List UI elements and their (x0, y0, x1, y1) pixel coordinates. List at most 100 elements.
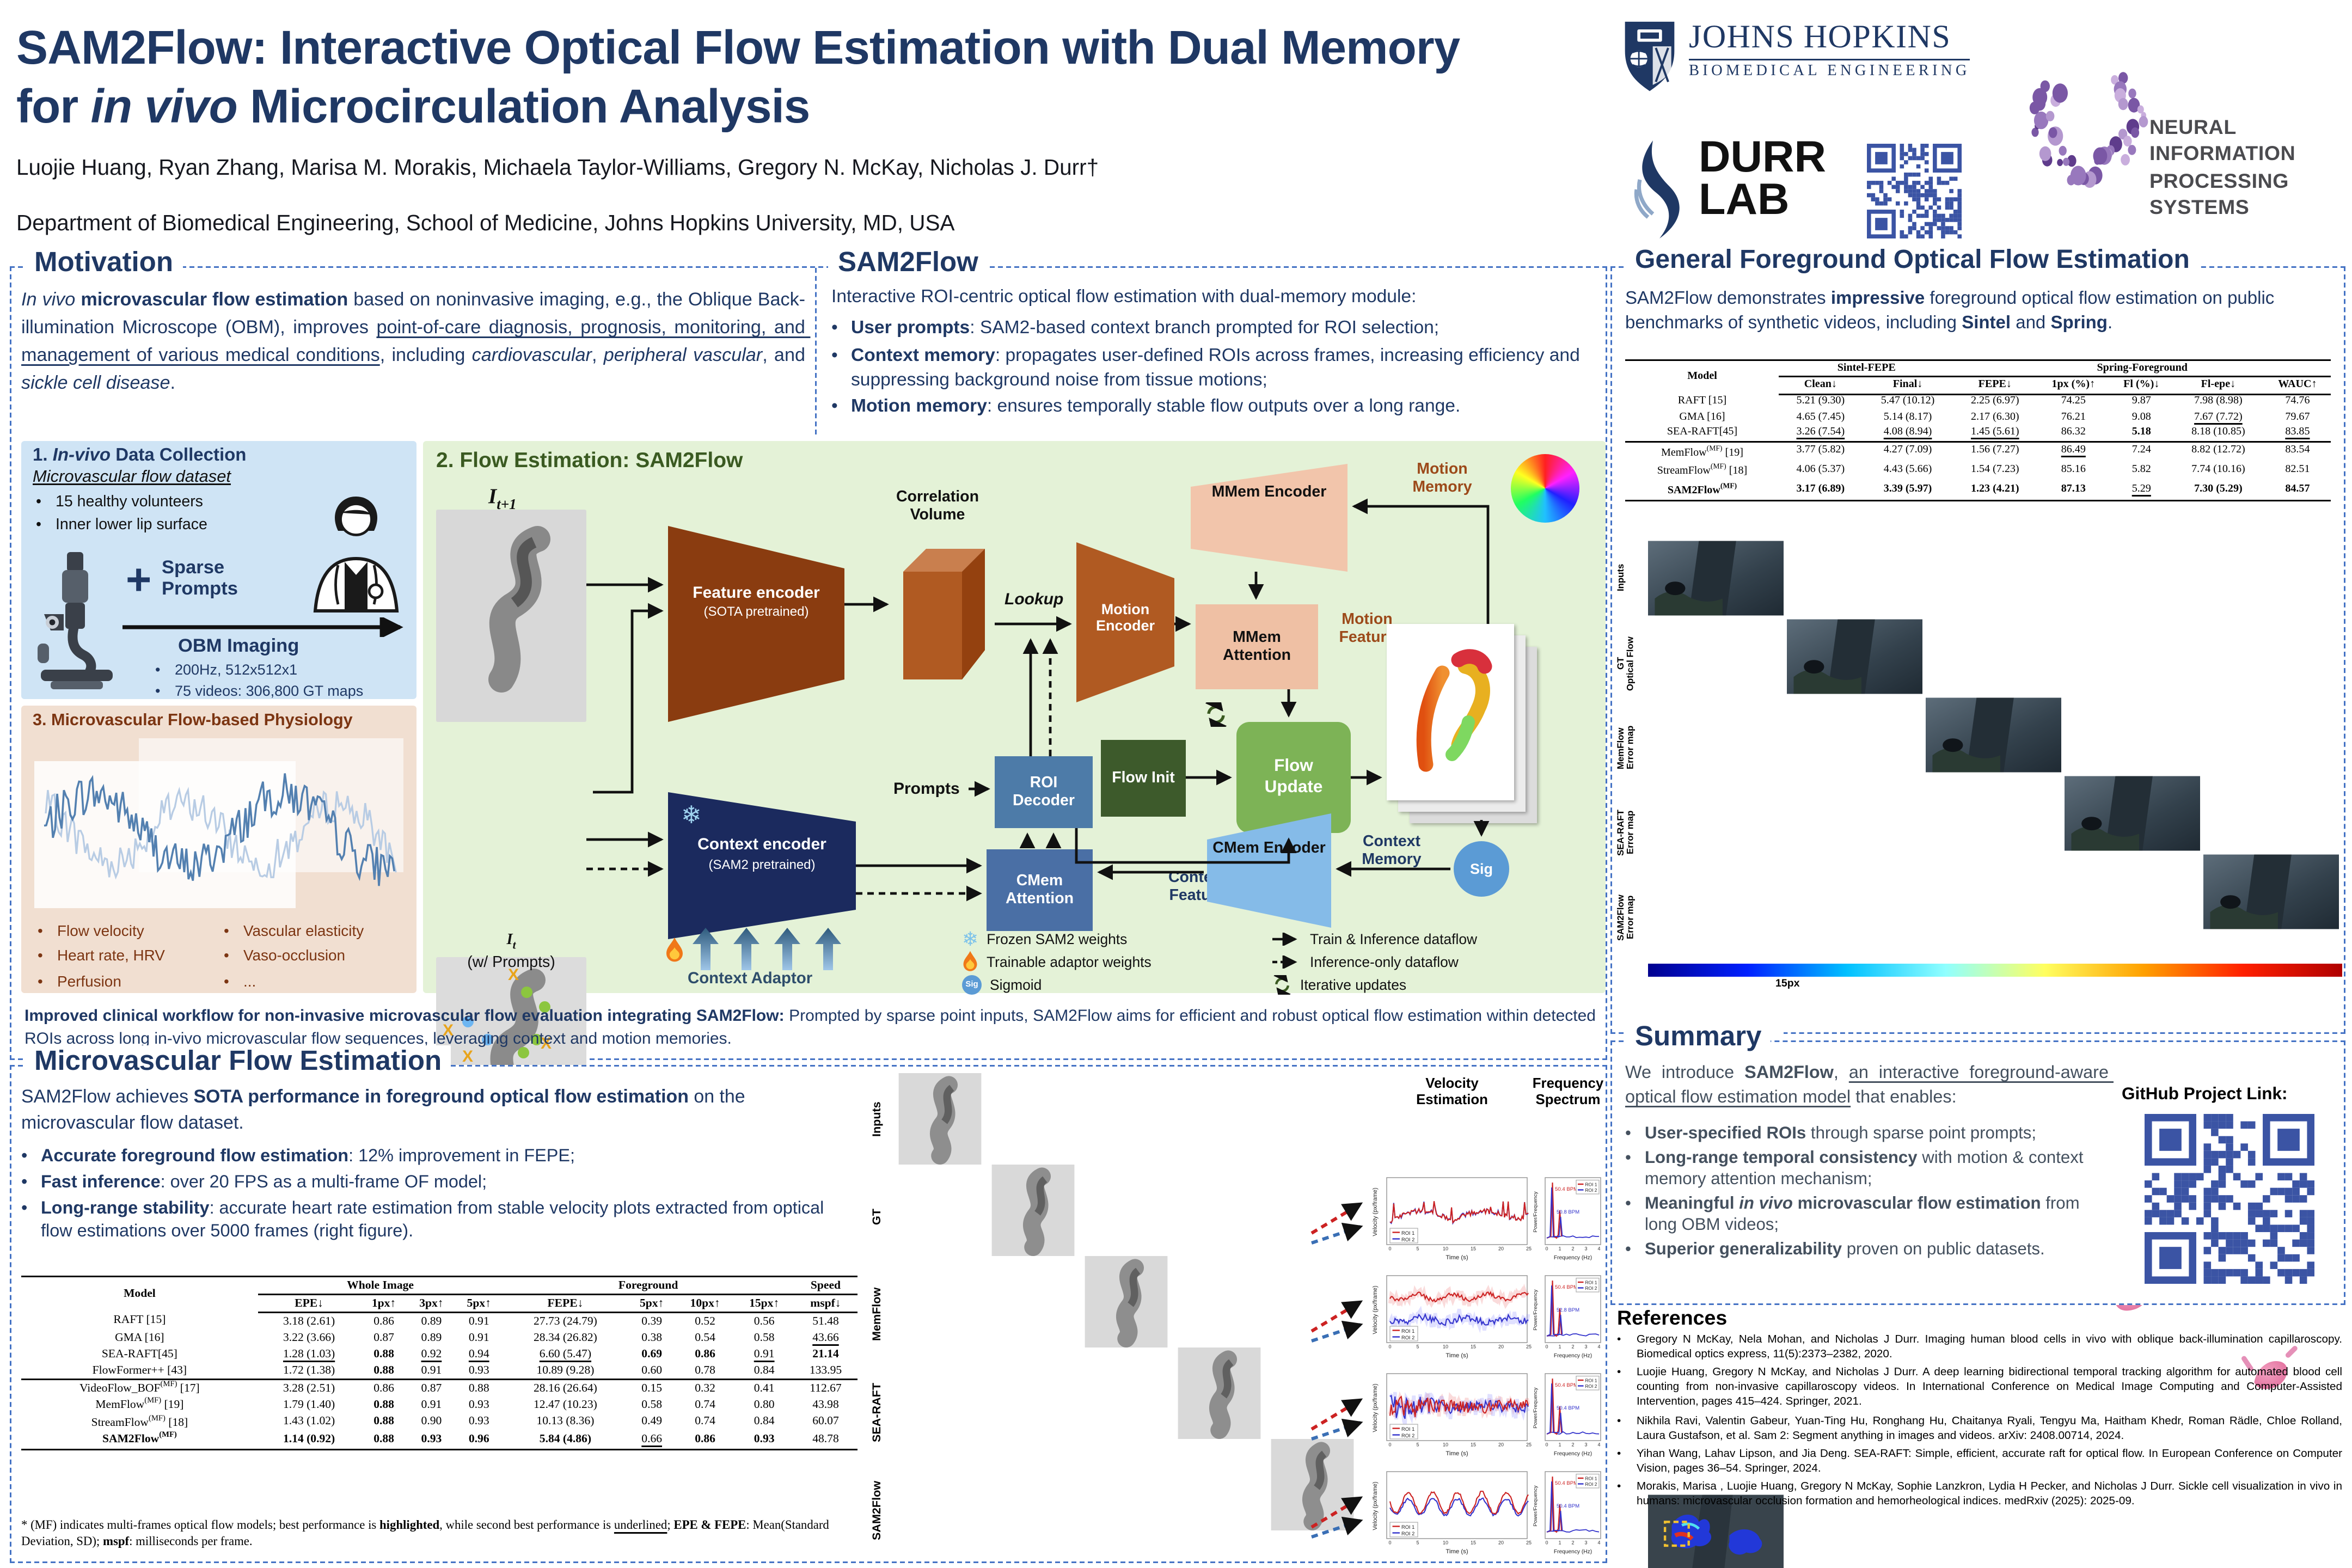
bullet-item: • Context memory: propagates user-defined… (831, 346, 1580, 390)
legend-label: Frozen SAM2 weights (987, 930, 1128, 947)
svg-text:ROI 2: ROI 2 (1585, 1187, 1597, 1193)
table-cell: 76.21 (2061, 411, 2086, 422)
reference-item: • Gregory N McKay, Nela Mohan, and Nichol… (1617, 1334, 2342, 1361)
svg-text:3: 3 (1584, 1442, 1587, 1448)
table-cell: 86.49 (2036, 440, 2111, 462)
table-cell: 60.07 (812, 1415, 839, 1429)
table-group-header: Speed (793, 1276, 857, 1295)
context-encoder-shape (668, 792, 856, 939)
table-cell: 5.84 (4.86) (503, 1431, 628, 1450)
physiology-bullet: • Vaso-occlusion (224, 948, 346, 965)
table-row: SEA-RAFT[45] 3.26 (7.54) 4.08 (8.94) 1.45 (… (1625, 426, 2331, 442)
svg-text:Frequency (Hz): Frequency (Hz) (1554, 1549, 1592, 1555)
panel3-heading: 3. Microvascular Flow-based Physiology (33, 712, 353, 730)
table-cell: 9.87 (2132, 395, 2151, 407)
table-cell: 0.52 (695, 1314, 715, 1327)
pipeline-caption: Improved clinical workflow for non-invas… (24, 1008, 1601, 1048)
general-paragraph: SAM2Flow demonstrates impressive foregro… (1625, 289, 2280, 334)
table-cell: 0.88 (373, 1346, 394, 1360)
table-cell: 0.89 (421, 1314, 442, 1327)
github-link-label: GitHub Project Link: (2122, 1085, 2288, 1104)
sam2flow-intro: Interactive ROI-centric optical flow est… (831, 287, 1417, 307)
svg-text:50.4 BPM: 50.4 BPM (1555, 1382, 1578, 1388)
gt-flow-thumbnail (2203, 1330, 2339, 1408)
legend-label: Sigmoid (990, 976, 1042, 993)
table-row: GMA [16] 3.22 (3.66) 0.87 0.89 0.91 28.34 (26… (21, 1330, 857, 1346)
table-cell: 7.30 (5.29) (2172, 480, 2264, 501)
summary-bullets: • User-specified ROIs through sparse poin… (1625, 1124, 2112, 1264)
sigmoid-icon: Sig (962, 973, 982, 995)
svg-text:Power/Frequency: Power/Frequency (1533, 1289, 1539, 1330)
reference-item: • Luojie Huang, Gregory N McKay, and Nich… (1617, 1367, 2342, 1409)
motion-encoder-shape (1076, 542, 1174, 702)
table-cell: 5.47 (10.12) (1881, 395, 1935, 407)
cmem-encoder-label: CMem Encoder (1212, 840, 1326, 857)
table-cell: 0.86 (695, 1346, 715, 1360)
input-frame-thumbnail (1267, 1439, 1357, 1530)
svg-text:2: 2 (1571, 1246, 1574, 1252)
figure-row-label: SEA-RAFT (869, 1383, 884, 1443)
table-group-header: Spring-Foreground (1953, 359, 2331, 378)
model-name-cell: StreamFlow(MF) [18] (1657, 462, 1748, 477)
svg-text:15: 15 (1471, 1442, 1476, 1448)
table-cell: 1.54 (7.23) (1970, 464, 2019, 476)
flow-init-box: Flow Init (1101, 740, 1186, 817)
figure-row-label: Inputs (1617, 564, 1627, 592)
microscope-icon (38, 552, 113, 689)
table-cell: 0.87 (407, 1379, 456, 1398)
microvascular-results-table: Model Whole Image Foreground Speed EPE↓ 1px↑ 3… (21, 1276, 857, 1450)
figure-row-label: MemFlow (869, 1288, 884, 1342)
svg-text:0: 0 (1545, 1344, 1548, 1350)
table-cell: 87.13 (2036, 480, 2111, 501)
prompt-point-negative: X (541, 1036, 552, 1054)
physiology-bullet: • Heart rate, HRV (38, 948, 165, 965)
table-cell: 3.77 (5.82) (1779, 440, 1862, 462)
physiology-bullet: • Flow velocity (38, 923, 144, 939)
input-frame-thumbnail (1787, 617, 1922, 696)
svg-text:ROI 2: ROI 2 (1585, 1481, 1597, 1487)
table-cell: 4.43 (5.66) (1883, 464, 1932, 476)
table-cell: 0.93 (468, 1415, 489, 1429)
motivation-text: In vivo microvascular flow estimation ba… (21, 291, 811, 393)
legend-item: Iterative updates (1272, 973, 1583, 995)
svg-text:20: 20 (1498, 1540, 1504, 1546)
bullet-item: • Long-range stability: accurate heart ra… (21, 1199, 824, 1242)
flow-estimation-panel: 2. Flow Estimation: SAM2Flow It+1 X X X (423, 441, 1606, 1140)
input-frame-thumbnail (895, 1073, 985, 1165)
motion-encoder-label: Motion Encoder (1095, 601, 1155, 635)
table-column-header: 3px↑ (407, 1294, 456, 1313)
table-cell: 28.16 (26.64) (503, 1379, 628, 1398)
svg-text:20: 20 (1498, 1246, 1504, 1252)
table-row: MemFlow(MF) [19] 3.77 (5.82) 4.27 (7.09) 1.… (1625, 440, 2331, 462)
prompt-point-negative: X (462, 1049, 474, 1067)
summary-box: Summary We introduce SAM2Flow, an intera… (1610, 1021, 2345, 1305)
micro-paragraph: SAM2Flow achieves SOTA performance in fo… (21, 1088, 751, 1134)
table-row: RAFT [15] 3.18 (2.61) 0.86 0.89 0.91 27.73 (2… (21, 1313, 857, 1330)
model-name-cell: FlowFormer++ [43] (92, 1363, 187, 1376)
reference-item: • Yihan Wang, Lahav Lipson, and Jia Deng.… (1617, 1448, 2342, 1475)
durr-lab-logo: DURR LAB (1630, 135, 1826, 242)
table-cell: 0.49 (641, 1415, 663, 1429)
table-row: StreamFlow(MF) [18] 4.06 (5.37) 4.43 (5.66… (1625, 461, 2331, 480)
table-row: StreamFlow(MF) [18] 1.43 (1.02) 0.88 0.90 0.… (21, 1414, 857, 1431)
svg-text:Time (s): Time (s) (1445, 1352, 1468, 1359)
svg-text:Velocity (px/frame): Velocity (px/frame) (1372, 1383, 1379, 1432)
svg-text:5: 5 (1416, 1442, 1419, 1448)
svg-text:50.4 BPM: 50.4 BPM (1557, 1503, 1579, 1509)
legend-item: Sig Sigmoid (962, 973, 1272, 995)
model-name-cell: GMA [16] (115, 1330, 164, 1344)
svg-text:15: 15 (1471, 1246, 1476, 1252)
flame-icon (666, 938, 683, 962)
svg-text:Frequency (Hz): Frequency (Hz) (1554, 1451, 1592, 1457)
table-cell: 1.23 (4.21) (1953, 480, 2037, 501)
table-cell: 0.87 (373, 1330, 394, 1344)
obm-imaging-label: OBM Imaging (178, 637, 299, 657)
micro-heading: Microvascular Flow Estimation (24, 1045, 452, 1078)
svg-text:Velocity (px/frame): Velocity (px/frame) (1372, 1187, 1379, 1236)
svg-text:5: 5 (1416, 1344, 1419, 1350)
table-cell: 0.39 (641, 1314, 663, 1327)
table-group-header: Sintel-FEPE (1779, 359, 1954, 378)
svg-text:10: 10 (1443, 1540, 1448, 1546)
table-cell: 85.16 (2061, 464, 2086, 476)
svg-text:0: 0 (1388, 1246, 1391, 1252)
